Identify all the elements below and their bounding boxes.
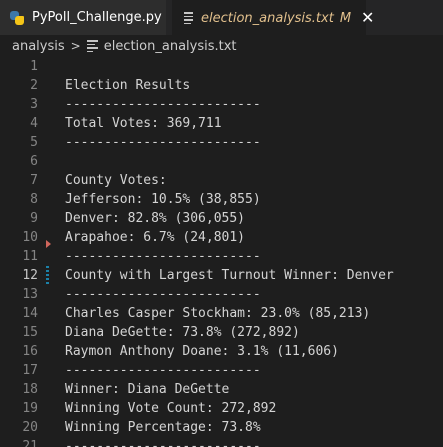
- code-line: 7 County Votes:: [0, 171, 443, 190]
- line-number: 16: [22, 344, 38, 359]
- line-text: -------------------------: [65, 135, 261, 150]
- line-number: 5: [30, 135, 38, 150]
- code-line: 10 Arapahoe: 6.7% (24,801): [0, 228, 443, 248]
- line-number: 15: [22, 325, 38, 340]
- line-number: 13: [22, 287, 38, 302]
- python-icon: [10, 10, 24, 25]
- line-number: 8: [30, 192, 38, 207]
- code-line: 15 Diana DeGette: 73.8% (272,892): [0, 323, 443, 342]
- code-line: 4 Total Votes: 369,711: [0, 114, 443, 133]
- line-number: 21: [22, 439, 38, 447]
- line-text: County with Largest Turnout Winner: Denv…: [65, 268, 394, 283]
- breadcrumb: analysis > election_analysis.txt: [0, 35, 443, 57]
- line-number: 6: [30, 154, 38, 169]
- line-number: 2: [30, 78, 38, 93]
- code-line: 3 -------------------------: [0, 95, 443, 114]
- code-line: 8 Jefferson: 10.5% (38,855): [0, 190, 443, 209]
- line-number: 20: [22, 420, 38, 435]
- line-text: Winner: Diana DeGette: [65, 382, 230, 397]
- line-text: County Votes:: [65, 173, 167, 188]
- code-line: 11 -------------------------: [0, 247, 443, 266]
- code-line: 13 -------------------------: [0, 285, 443, 304]
- code-line: 18 Winner: Diana DeGette: [0, 380, 443, 399]
- line-text: Raymon Anthony Doane: 3.1% (11,606): [65, 344, 339, 359]
- text-editor[interactable]: 1 2 Election Results 3 -------------------…: [0, 57, 443, 447]
- code-line: 17 -------------------------: [0, 361, 443, 380]
- line-number: 19: [22, 401, 38, 416]
- code-line: 1: [0, 57, 443, 76]
- line-number: 17: [22, 363, 38, 378]
- line-number: 1: [30, 59, 38, 74]
- code-line: 12 County with Largest Turnout Winner: De…: [0, 266, 443, 285]
- line-text: Winning Vote Count: 272,892: [65, 401, 277, 416]
- code-line: 19 Winning Vote Count: 272,892: [0, 399, 443, 418]
- line-text: Diana DeGette: 73.8% (272,892): [65, 325, 300, 340]
- tab-label: election_analysis.txt: [201, 10, 334, 26]
- line-number: 10: [22, 230, 38, 245]
- text-file-icon: [86, 38, 98, 54]
- tab-label: PyPoll_Challenge.py: [32, 10, 162, 25]
- code-line: 2 Election Results: [0, 76, 443, 95]
- line-text: Election Results: [65, 78, 191, 93]
- close-icon[interactable]: ✕: [361, 8, 375, 27]
- breadcrumb-folder[interactable]: analysis: [12, 38, 65, 54]
- tab-pypoll-challenge[interactable]: PyPoll_Challenge.py: [0, 0, 166, 35]
- code-line: 16 Raymon Anthony Doane: 3.1% (11,606): [0, 342, 443, 361]
- line-text: Jefferson: 10.5% (38,855): [65, 192, 261, 207]
- line-number: 9: [30, 211, 38, 226]
- code-line: 21 -------------------------: [0, 437, 443, 447]
- line-number: 3: [30, 97, 38, 112]
- tab-bar: PyPoll_Challenge.py election_analysis.tx…: [0, 0, 443, 35]
- modified-line-marker[interactable]: [46, 266, 49, 285]
- line-text: -------------------------: [65, 439, 261, 447]
- line-text: -------------------------: [65, 249, 261, 264]
- line-text: Winning Percentage: 73.8%: [65, 420, 261, 435]
- line-text: Total Votes: 369,711: [65, 116, 222, 131]
- line-text: Charles Casper Stockham: 23.0% (85,213): [65, 306, 371, 321]
- line-number: 4: [30, 116, 38, 131]
- code-line: 6: [0, 152, 443, 171]
- text-file-icon: [184, 10, 193, 26]
- line-number: 14: [22, 306, 38, 321]
- code-line: 20 Winning Percentage: 73.8%: [0, 418, 443, 437]
- code-line: 5 -------------------------: [0, 133, 443, 152]
- line-number: 12: [22, 268, 38, 283]
- breadcrumb-file[interactable]: election_analysis.txt: [103, 38, 237, 54]
- code-line: 9 Denver: 82.8% (306,055): [0, 209, 443, 228]
- chevron-right-icon: >: [70, 39, 81, 53]
- line-text: -------------------------: [65, 363, 261, 378]
- tab-election-analysis[interactable]: election_analysis.txt M ✕: [172, 0, 374, 35]
- line-text: -------------------------: [65, 287, 261, 302]
- code-line: 14 Charles Casper Stockham: 23.0% (85,213…: [0, 304, 443, 323]
- deleted-line-marker[interactable]: [46, 240, 51, 248]
- line-number: 7: [30, 173, 38, 188]
- modified-indicator: M: [339, 10, 352, 26]
- line-text: Denver: 82.8% (306,055): [65, 211, 246, 226]
- line-number: 18: [22, 382, 38, 397]
- line-number: 11: [22, 249, 38, 264]
- line-text: Arapahoe: 6.7% (24,801): [65, 230, 246, 245]
- line-text: -------------------------: [65, 97, 261, 112]
